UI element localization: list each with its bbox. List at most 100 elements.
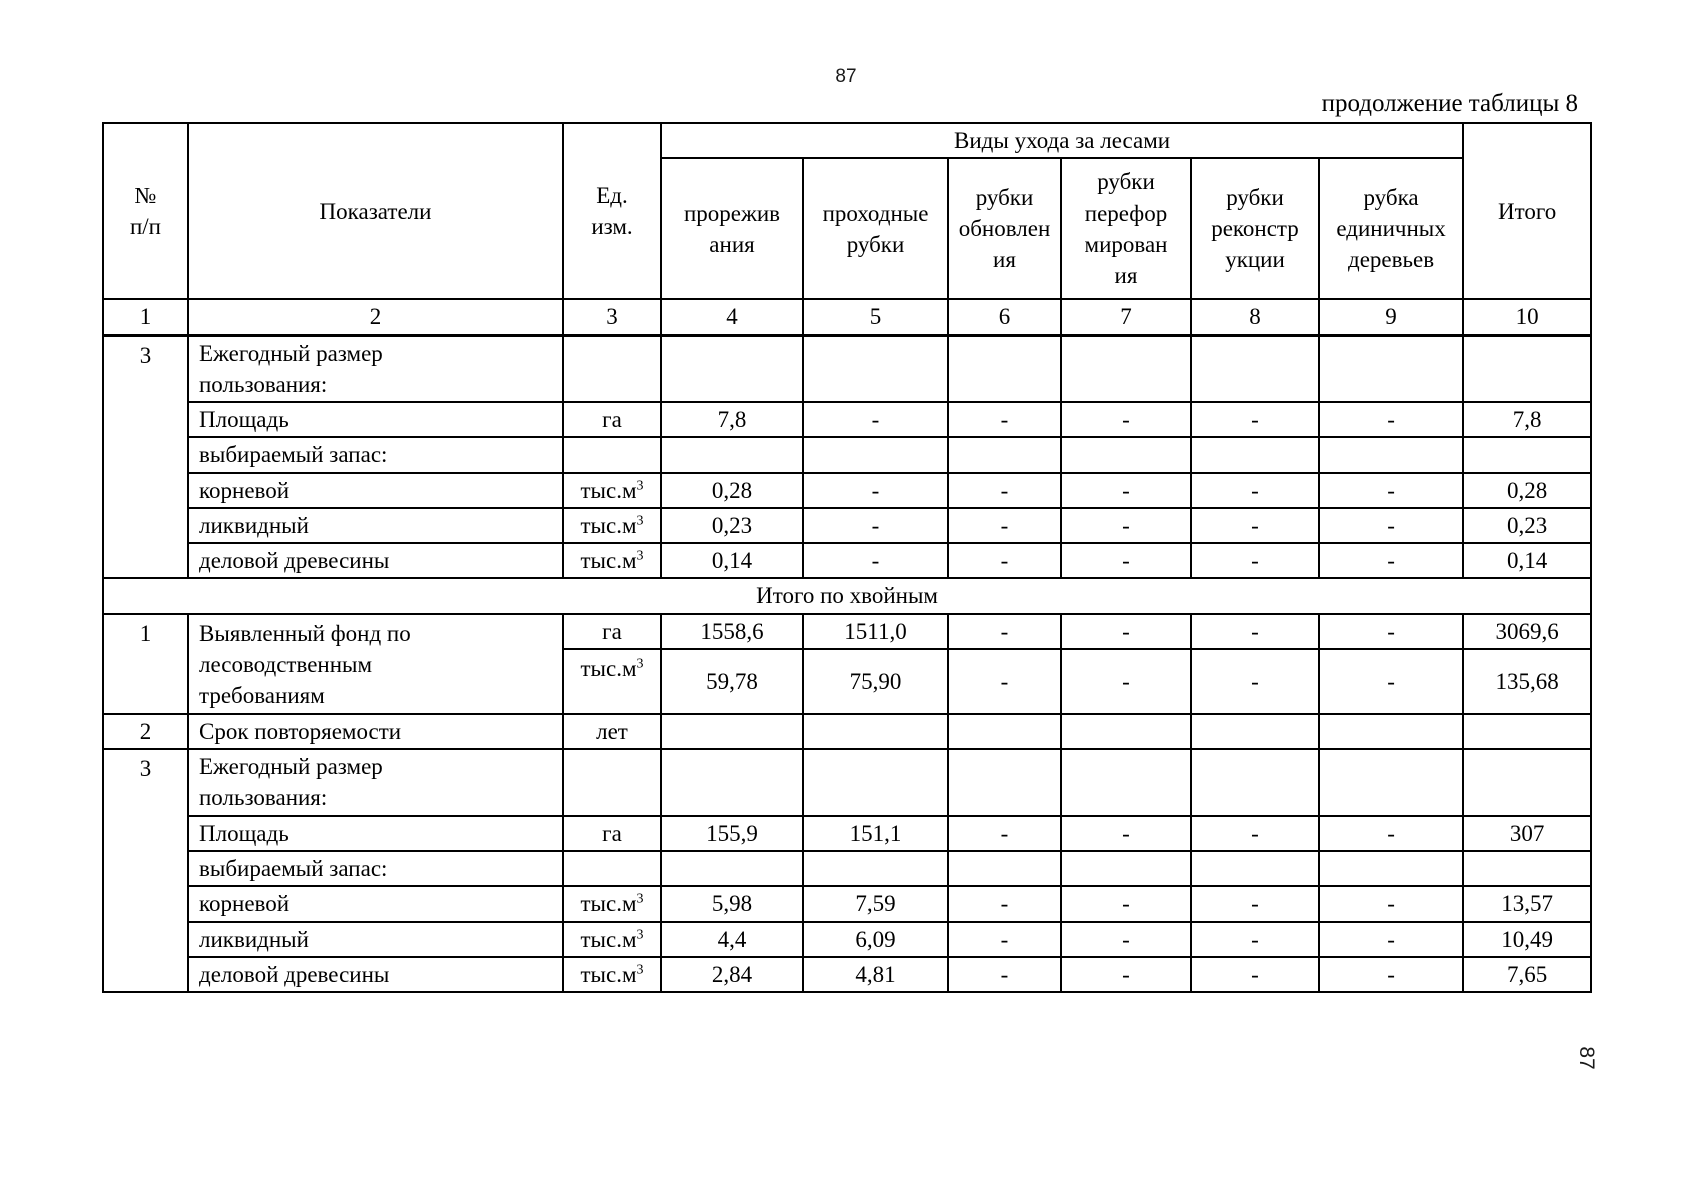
table-cell	[1462, 712, 1593, 751]
table-cell	[660, 849, 804, 888]
table-cell	[562, 436, 662, 474]
table-cell: 4	[660, 298, 804, 337]
table-cell	[1462, 436, 1593, 474]
table-cell: -	[802, 542, 949, 580]
table-cell	[660, 436, 804, 474]
row-number: 2	[102, 712, 189, 751]
row-label: деловой древесины	[187, 955, 564, 994]
table-cell: 155,9	[660, 814, 804, 852]
row-label: Ежегодный размер пользования:	[187, 748, 564, 817]
col-header-thinning: прорежив ания	[660, 157, 804, 301]
table-cell	[802, 748, 949, 817]
table-cell: -	[947, 955, 1062, 994]
table-cell	[802, 334, 949, 404]
forest-care-table: № п/п Показатели Ед. изм. Виды ухода за лесам…	[101, 121, 1593, 994]
table-cell: -	[947, 920, 1062, 958]
unit-superscript: 3	[636, 656, 644, 672]
row-number: 3	[102, 748, 189, 994]
table-cell: тыс.м3	[562, 471, 662, 509]
table-cell: 59,78	[660, 647, 804, 715]
table-cell	[1462, 748, 1593, 817]
table-cell	[1060, 712, 1192, 751]
table-cell: -	[947, 647, 1062, 715]
table-cell	[1190, 334, 1320, 404]
unit-superscript: 3	[636, 513, 644, 529]
table-cell	[562, 334, 662, 404]
table-cell: 8	[1190, 298, 1320, 337]
table-cell: тыс.м3	[562, 955, 662, 994]
table-cell	[562, 748, 662, 817]
table-cell: -	[947, 401, 1062, 439]
table-cell	[802, 712, 949, 751]
table-cell: лет	[562, 712, 662, 751]
table-cell: 0,14	[660, 542, 804, 580]
table-cell: -	[1317, 612, 1465, 650]
table-cell	[1317, 748, 1465, 817]
table-cell: 7,8	[1462, 401, 1593, 439]
table-cell: -	[1317, 471, 1465, 509]
table-cell: 307	[1462, 814, 1593, 852]
table-cell	[660, 748, 804, 817]
table-cell: 4,81	[802, 955, 949, 994]
table-cell: 9	[1317, 298, 1465, 337]
unit-superscript: 3	[636, 477, 644, 493]
table-cell	[1462, 334, 1593, 404]
table-cell: тыс.м3	[562, 920, 662, 958]
table-cell: -	[1060, 612, 1192, 650]
table-cell: -	[1190, 506, 1320, 545]
table-cell	[947, 712, 1062, 751]
table-cell	[1060, 849, 1192, 888]
table-cell: 3	[562, 298, 662, 337]
table-cell: 0,23	[1462, 506, 1593, 545]
table-cell: -	[1190, 814, 1320, 852]
table-cell: 7,59	[802, 885, 949, 923]
table-cell: 1558,6	[660, 612, 804, 650]
unit-superscript: 3	[636, 962, 644, 978]
table-cell	[1317, 436, 1465, 474]
table-cell: 4,4	[660, 920, 804, 958]
table-cell: -	[1060, 471, 1192, 509]
table-cell: -	[802, 471, 949, 509]
group-header-forest-care-types: Виды ухода за лесами	[659, 121, 1465, 160]
table-cell	[1060, 436, 1192, 474]
table-cell	[660, 334, 804, 404]
table-cell: -	[802, 506, 949, 545]
row-number: 3	[102, 334, 189, 580]
table-cell: -	[1060, 920, 1192, 958]
table-cell	[562, 849, 662, 888]
col-header-reconstruction-fellings: рубки реконстр укции	[1190, 157, 1320, 301]
row-label: деловой древесины	[187, 542, 564, 580]
col-header-unit: Ед. изм.	[562, 121, 662, 301]
table-cell: га	[562, 401, 662, 439]
table-cell: -	[1317, 542, 1465, 580]
unit-superscript: 3	[636, 548, 644, 564]
table-cell: 135,68	[1462, 647, 1593, 715]
row-label: выбираемый запас:	[187, 436, 564, 474]
table-cell	[1190, 712, 1320, 751]
table-cell: 6,09	[802, 920, 949, 958]
row-label: Срок повторяемости	[187, 712, 564, 751]
table-cell: -	[1190, 612, 1320, 650]
table-cell	[947, 849, 1062, 888]
table-cell: -	[947, 471, 1062, 509]
row-label: корневой	[187, 885, 564, 923]
table-cell: -	[1190, 920, 1320, 958]
table-cell: тыс.м3	[562, 647, 662, 715]
row-label: Площадь	[187, 401, 564, 439]
table-cell	[1190, 748, 1320, 817]
col-header-passage-fellings: проходные рубки	[802, 157, 949, 301]
table-cell	[947, 334, 1062, 404]
row-label: корневой	[187, 471, 564, 509]
col-header-row-number: № п/п	[102, 121, 189, 301]
table-cell: -	[802, 401, 949, 439]
table-cell: -	[1060, 542, 1192, 580]
table-cell	[802, 436, 949, 474]
unit-superscript: 3	[636, 891, 644, 907]
table-cell: 2,84	[660, 955, 804, 994]
table-cell: -	[1317, 885, 1465, 923]
table-cell: -	[947, 542, 1062, 580]
table-cell: тыс.м3	[562, 506, 662, 545]
table-cell: 6	[947, 298, 1062, 337]
col-header-renewal-fellings: рубки обновлен ия	[947, 157, 1062, 301]
table-cell: -	[1060, 814, 1192, 852]
